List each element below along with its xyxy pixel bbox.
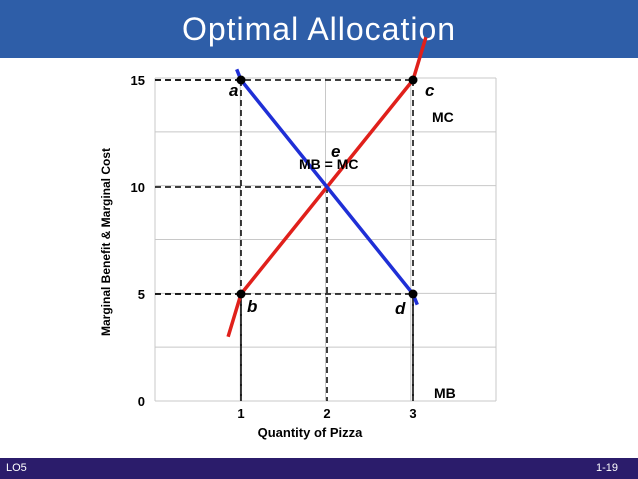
footer-bar: LO5 1-19 <box>0 458 638 479</box>
point-label-a: a <box>229 81 238 100</box>
x-tick-label: 2 <box>323 406 330 421</box>
point-label-c: c <box>425 81 435 100</box>
point-label-b: b <box>247 297 257 316</box>
y-tick-label: 0 <box>138 394 145 409</box>
point-c <box>408 75 418 85</box>
page-title: Optimal Allocation <box>181 10 457 47</box>
series-label-mc: MC <box>432 109 454 125</box>
point-a <box>236 75 246 85</box>
x-axis-label: Quantity of Pizza <box>258 425 364 440</box>
y-tick-label: 5 <box>138 287 145 302</box>
y-tick-label: 10 <box>131 180 145 195</box>
title-bar: Optimal Allocation <box>0 0 638 58</box>
series-label-mb: MB <box>434 385 456 401</box>
footer-page-number: 1-19 <box>595 462 618 474</box>
y-axis-label: Marginal Benefit & Marginal Cost <box>99 148 113 336</box>
point-label-e: e <box>331 142 340 161</box>
annotation-mb-equals-mc: MB = MC <box>299 156 359 172</box>
x-tick-label: 3 <box>409 406 416 421</box>
point-label-d: d <box>395 299 406 318</box>
point-d <box>408 289 418 299</box>
x-tick-label: 1 <box>237 406 244 421</box>
y-tick-label: 15 <box>131 73 145 88</box>
point-b <box>236 289 246 299</box>
footer-lo-label: LO5 <box>6 462 27 474</box>
